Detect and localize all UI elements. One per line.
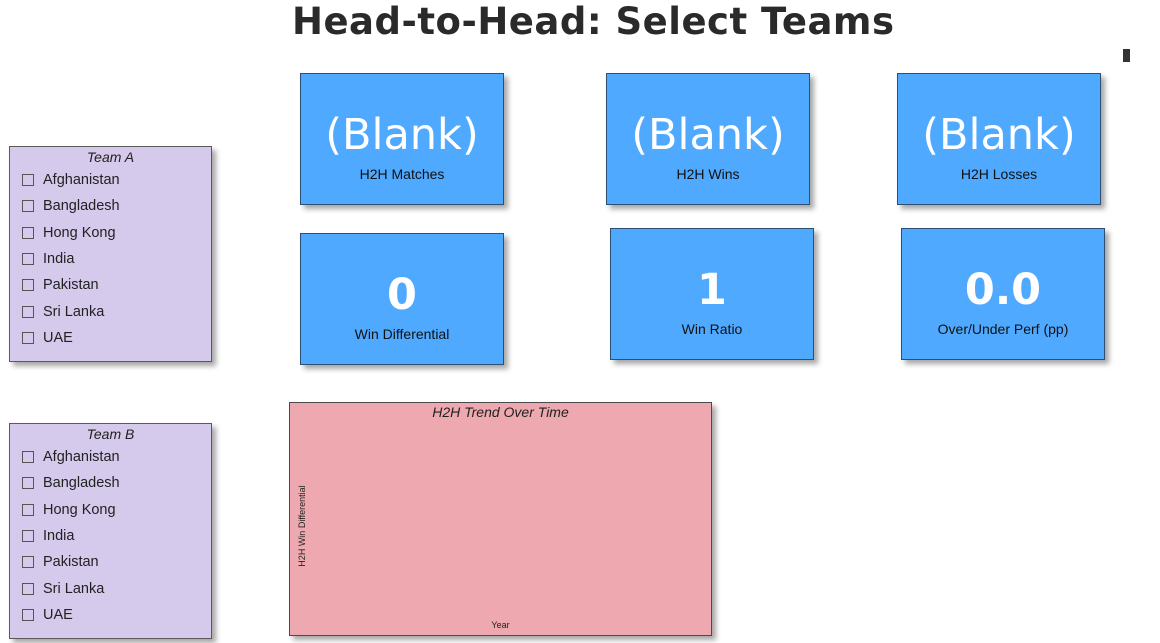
checkbox[interactable] [22, 582, 34, 595]
team-b-list: Afghanistan Bangladesh Hong Kong India P… [10, 444, 211, 628]
page-title: Head-to-Head: Select Teams [292, 0, 895, 43]
team-b-option-label: Afghanistan [43, 449, 120, 466]
team-a-option-label: Hong Kong [43, 224, 116, 241]
team-a-slicer-header: Team A [86, 149, 135, 165]
team-b-option[interactable]: Sri Lanka [22, 575, 211, 601]
team-b-option[interactable]: Afghanistan [22, 444, 211, 470]
checkbox[interactable] [22, 305, 34, 318]
team-a-list: Afghanistan Bangladesh Hong Kong India P… [10, 167, 211, 351]
team-b-option[interactable]: Hong Kong [22, 497, 211, 523]
checkbox[interactable] [22, 174, 34, 187]
chart-x-axis-label: Year [491, 620, 510, 630]
team-a-option-label: India [43, 251, 75, 268]
checkbox[interactable] [22, 451, 34, 464]
team-b-option[interactable]: Bangladesh [22, 470, 211, 496]
team-b-option-label: Hong Kong [43, 501, 116, 518]
checkbox[interactable] [22, 477, 34, 490]
team-a-option[interactable]: Pakistan [22, 272, 211, 298]
h2h-matches-card[interactable]: (Blank) H2H Matches [300, 73, 504, 205]
team-a-option-label: UAE [43, 329, 73, 346]
win-differential-label: Win Differential [354, 326, 450, 342]
team-a-option[interactable]: Hong Kong [22, 220, 211, 246]
team-a-option-label: Sri Lanka [43, 303, 105, 320]
h2h-wins-card[interactable]: (Blank) H2H Wins [606, 73, 810, 205]
team-b-slicer-header: Team B [86, 426, 135, 442]
team-b-option[interactable]: India [22, 523, 211, 549]
team-b-option[interactable]: UAE [22, 602, 211, 628]
h2h-matches-label: H2H Matches [359, 166, 445, 182]
chart-y-axis-label: H2H Win Differential [297, 485, 307, 567]
win-differential-value: 0 [387, 270, 417, 320]
team-b-option-label: Bangladesh [43, 475, 120, 492]
checkbox[interactable] [22, 556, 34, 569]
over-under-perf-card[interactable]: 0.0 Over/Under Perf (pp) [901, 228, 1105, 360]
win-ratio-card[interactable]: 1 Win Ratio [610, 228, 814, 360]
team-a-option-label: Bangladesh [43, 198, 120, 215]
over-under-perf-value: 0.0 [964, 265, 1042, 315]
checkbox[interactable] [22, 608, 34, 621]
h2h-wins-value: (Blank) [631, 110, 785, 160]
win-differential-card[interactable]: 0 Win Differential [300, 233, 504, 365]
checkbox[interactable] [22, 530, 34, 543]
team-b-option-label: Pakistan [43, 554, 99, 571]
team-a-option[interactable]: UAE [22, 325, 211, 351]
chart-title: H2H Trend Over Time [432, 404, 569, 420]
h2h-losses-value: (Blank) [922, 110, 1076, 160]
h2h-losses-card[interactable]: (Blank) H2H Losses [897, 73, 1101, 205]
team-a-slicer: Team A Afghanistan Bangladesh Hong Kong … [9, 146, 212, 362]
h2h-wins-label: H2H Wins [676, 166, 740, 182]
team-b-option-label: India [43, 528, 75, 545]
checkbox[interactable] [22, 503, 34, 516]
h2h-trend-chart[interactable]: H2H Trend Over Time H2H Win Differential… [289, 402, 712, 636]
team-b-slicer: Team B Afghanistan Bangladesh Hong Kong … [9, 423, 212, 639]
win-ratio-label: Win Ratio [681, 321, 743, 337]
team-a-option[interactable]: India [22, 246, 211, 272]
team-a-option[interactable]: Bangladesh [22, 193, 211, 219]
team-a-option[interactable]: Afghanistan [22, 167, 211, 193]
corner-marker [1123, 49, 1130, 62]
checkbox[interactable] [22, 331, 34, 344]
over-under-perf-label: Over/Under Perf (pp) [937, 321, 1069, 337]
checkbox[interactable] [22, 279, 34, 292]
team-b-option-label: UAE [43, 606, 73, 623]
team-b-option[interactable]: Pakistan [22, 549, 211, 575]
team-a-option-label: Afghanistan [43, 172, 120, 189]
h2h-losses-label: H2H Losses [960, 166, 1038, 182]
team-a-option[interactable]: Sri Lanka [22, 298, 211, 324]
team-a-option-label: Pakistan [43, 277, 99, 294]
team-b-option-label: Sri Lanka [43, 580, 105, 597]
checkbox[interactable] [22, 253, 34, 266]
checkbox[interactable] [22, 226, 34, 239]
win-ratio-value: 1 [697, 265, 727, 315]
h2h-matches-value: (Blank) [325, 110, 479, 160]
checkbox[interactable] [22, 200, 34, 213]
